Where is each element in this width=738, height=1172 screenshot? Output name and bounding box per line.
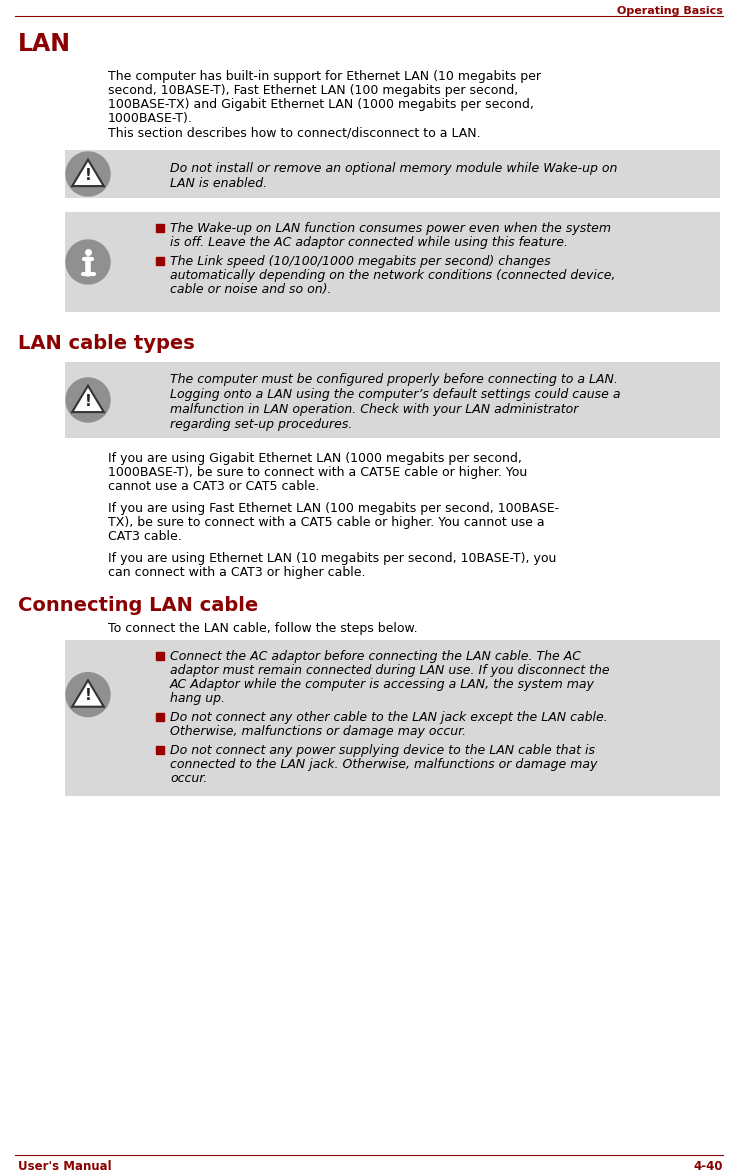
Polygon shape <box>72 680 104 707</box>
Text: Otherwise, malfunctions or damage may occur.: Otherwise, malfunctions or damage may oc… <box>170 725 466 738</box>
Text: The Link speed (10/100/1000 megabits per second) changes: The Link speed (10/100/1000 megabits per… <box>170 255 551 268</box>
Bar <box>65 640 720 796</box>
Bar <box>65 150 720 198</box>
Text: !: ! <box>85 688 92 703</box>
Bar <box>156 713 164 721</box>
Bar <box>65 212 720 312</box>
Circle shape <box>66 673 110 716</box>
Text: is off. Leave the AC adaptor connected while using this feature.: is off. Leave the AC adaptor connected w… <box>170 236 568 248</box>
Text: 1000BASE-T), be sure to connect with a CAT5E cable or higher. You: 1000BASE-T), be sure to connect with a C… <box>108 466 527 479</box>
Text: automatically depending on the network conditions (connected device,: automatically depending on the network c… <box>170 270 615 282</box>
Text: If you are using Ethernet LAN (10 megabits per second, 10BASE-T), you: If you are using Ethernet LAN (10 megabi… <box>108 552 556 565</box>
Text: LAN is enabled.: LAN is enabled. <box>170 177 267 190</box>
Text: The computer must be configured properly before connecting to a LAN.: The computer must be configured properly… <box>170 373 618 386</box>
Text: !: ! <box>85 394 92 409</box>
Text: 1000BASE-T).: 1000BASE-T). <box>108 113 193 125</box>
Text: Do not connect any power supplying device to the LAN cable that is: Do not connect any power supplying devic… <box>170 744 595 757</box>
Text: Do not connect any other cable to the LAN jack except the LAN cable.: Do not connect any other cable to the LA… <box>170 711 608 724</box>
Text: Connect the AC adaptor before connecting the LAN cable. The AC: Connect the AC adaptor before connecting… <box>170 650 581 663</box>
Text: CAT3 cable.: CAT3 cable. <box>108 530 182 543</box>
Text: This section describes how to connect/disconnect to a LAN.: This section describes how to connect/di… <box>108 127 480 139</box>
Circle shape <box>66 240 110 284</box>
Polygon shape <box>72 159 104 186</box>
Text: second, 10BASE-T), Fast Ethernet LAN (100 megabits per second,: second, 10BASE-T), Fast Ethernet LAN (10… <box>108 84 518 97</box>
Circle shape <box>66 152 110 196</box>
Text: can connect with a CAT3 or higher cable.: can connect with a CAT3 or higher cable. <box>108 566 365 579</box>
Bar <box>156 652 164 660</box>
Bar <box>156 747 164 754</box>
Circle shape <box>66 379 110 422</box>
Text: LAN: LAN <box>18 32 71 56</box>
Text: The computer has built-in support for Ethernet LAN (10 megabits per: The computer has built-in support for Et… <box>108 70 541 83</box>
Text: To connect the LAN cable, follow the steps below.: To connect the LAN cable, follow the ste… <box>108 622 418 635</box>
Text: occur.: occur. <box>170 772 207 785</box>
Text: connected to the LAN jack. Otherwise, malfunctions or damage may: connected to the LAN jack. Otherwise, ma… <box>170 758 597 771</box>
Text: Connecting LAN cable: Connecting LAN cable <box>18 597 258 615</box>
Polygon shape <box>72 386 104 413</box>
Text: Do not install or remove an optional memory module while Wake-up on: Do not install or remove an optional mem… <box>170 162 618 175</box>
Text: If you are using Fast Ethernet LAN (100 megabits per second, 100BASE-: If you are using Fast Ethernet LAN (100 … <box>108 502 559 515</box>
Text: !: ! <box>85 168 92 183</box>
Text: 4-40: 4-40 <box>694 1160 723 1172</box>
Text: AC Adaptor while the computer is accessing a LAN, the system may: AC Adaptor while the computer is accessi… <box>170 677 595 691</box>
Text: regarding set-up procedures.: regarding set-up procedures. <box>170 418 352 431</box>
Text: malfunction in LAN operation. Check with your LAN administrator: malfunction in LAN operation. Check with… <box>170 403 579 416</box>
Text: hang up.: hang up. <box>170 691 225 706</box>
Text: LAN cable types: LAN cable types <box>18 334 195 353</box>
Text: cannot use a CAT3 or CAT5 cable.: cannot use a CAT3 or CAT5 cable. <box>108 481 320 493</box>
Text: If you are using Gigabit Ethernet LAN (1000 megabits per second,: If you are using Gigabit Ethernet LAN (1… <box>108 452 522 465</box>
Text: 100BASE-TX) and Gigabit Ethernet LAN (1000 megabits per second,: 100BASE-TX) and Gigabit Ethernet LAN (10… <box>108 98 534 111</box>
Text: TX), be sure to connect with a CAT5 cable or higher. You cannot use a: TX), be sure to connect with a CAT5 cabl… <box>108 516 545 529</box>
Bar <box>156 257 164 265</box>
Bar <box>65 362 720 438</box>
Text: User's Manual: User's Manual <box>18 1160 111 1172</box>
Text: Logging onto a LAN using the computer’s default settings could cause a: Logging onto a LAN using the computer’s … <box>170 388 621 401</box>
Bar <box>156 224 164 232</box>
Text: cable or noise and so on).: cable or noise and so on). <box>170 282 331 297</box>
Text: The Wake-up on LAN function consumes power even when the system: The Wake-up on LAN function consumes pow… <box>170 222 611 236</box>
Text: adaptor must remain connected during LAN use. If you disconnect the: adaptor must remain connected during LAN… <box>170 665 610 677</box>
Text: Operating Basics: Operating Basics <box>617 6 723 16</box>
